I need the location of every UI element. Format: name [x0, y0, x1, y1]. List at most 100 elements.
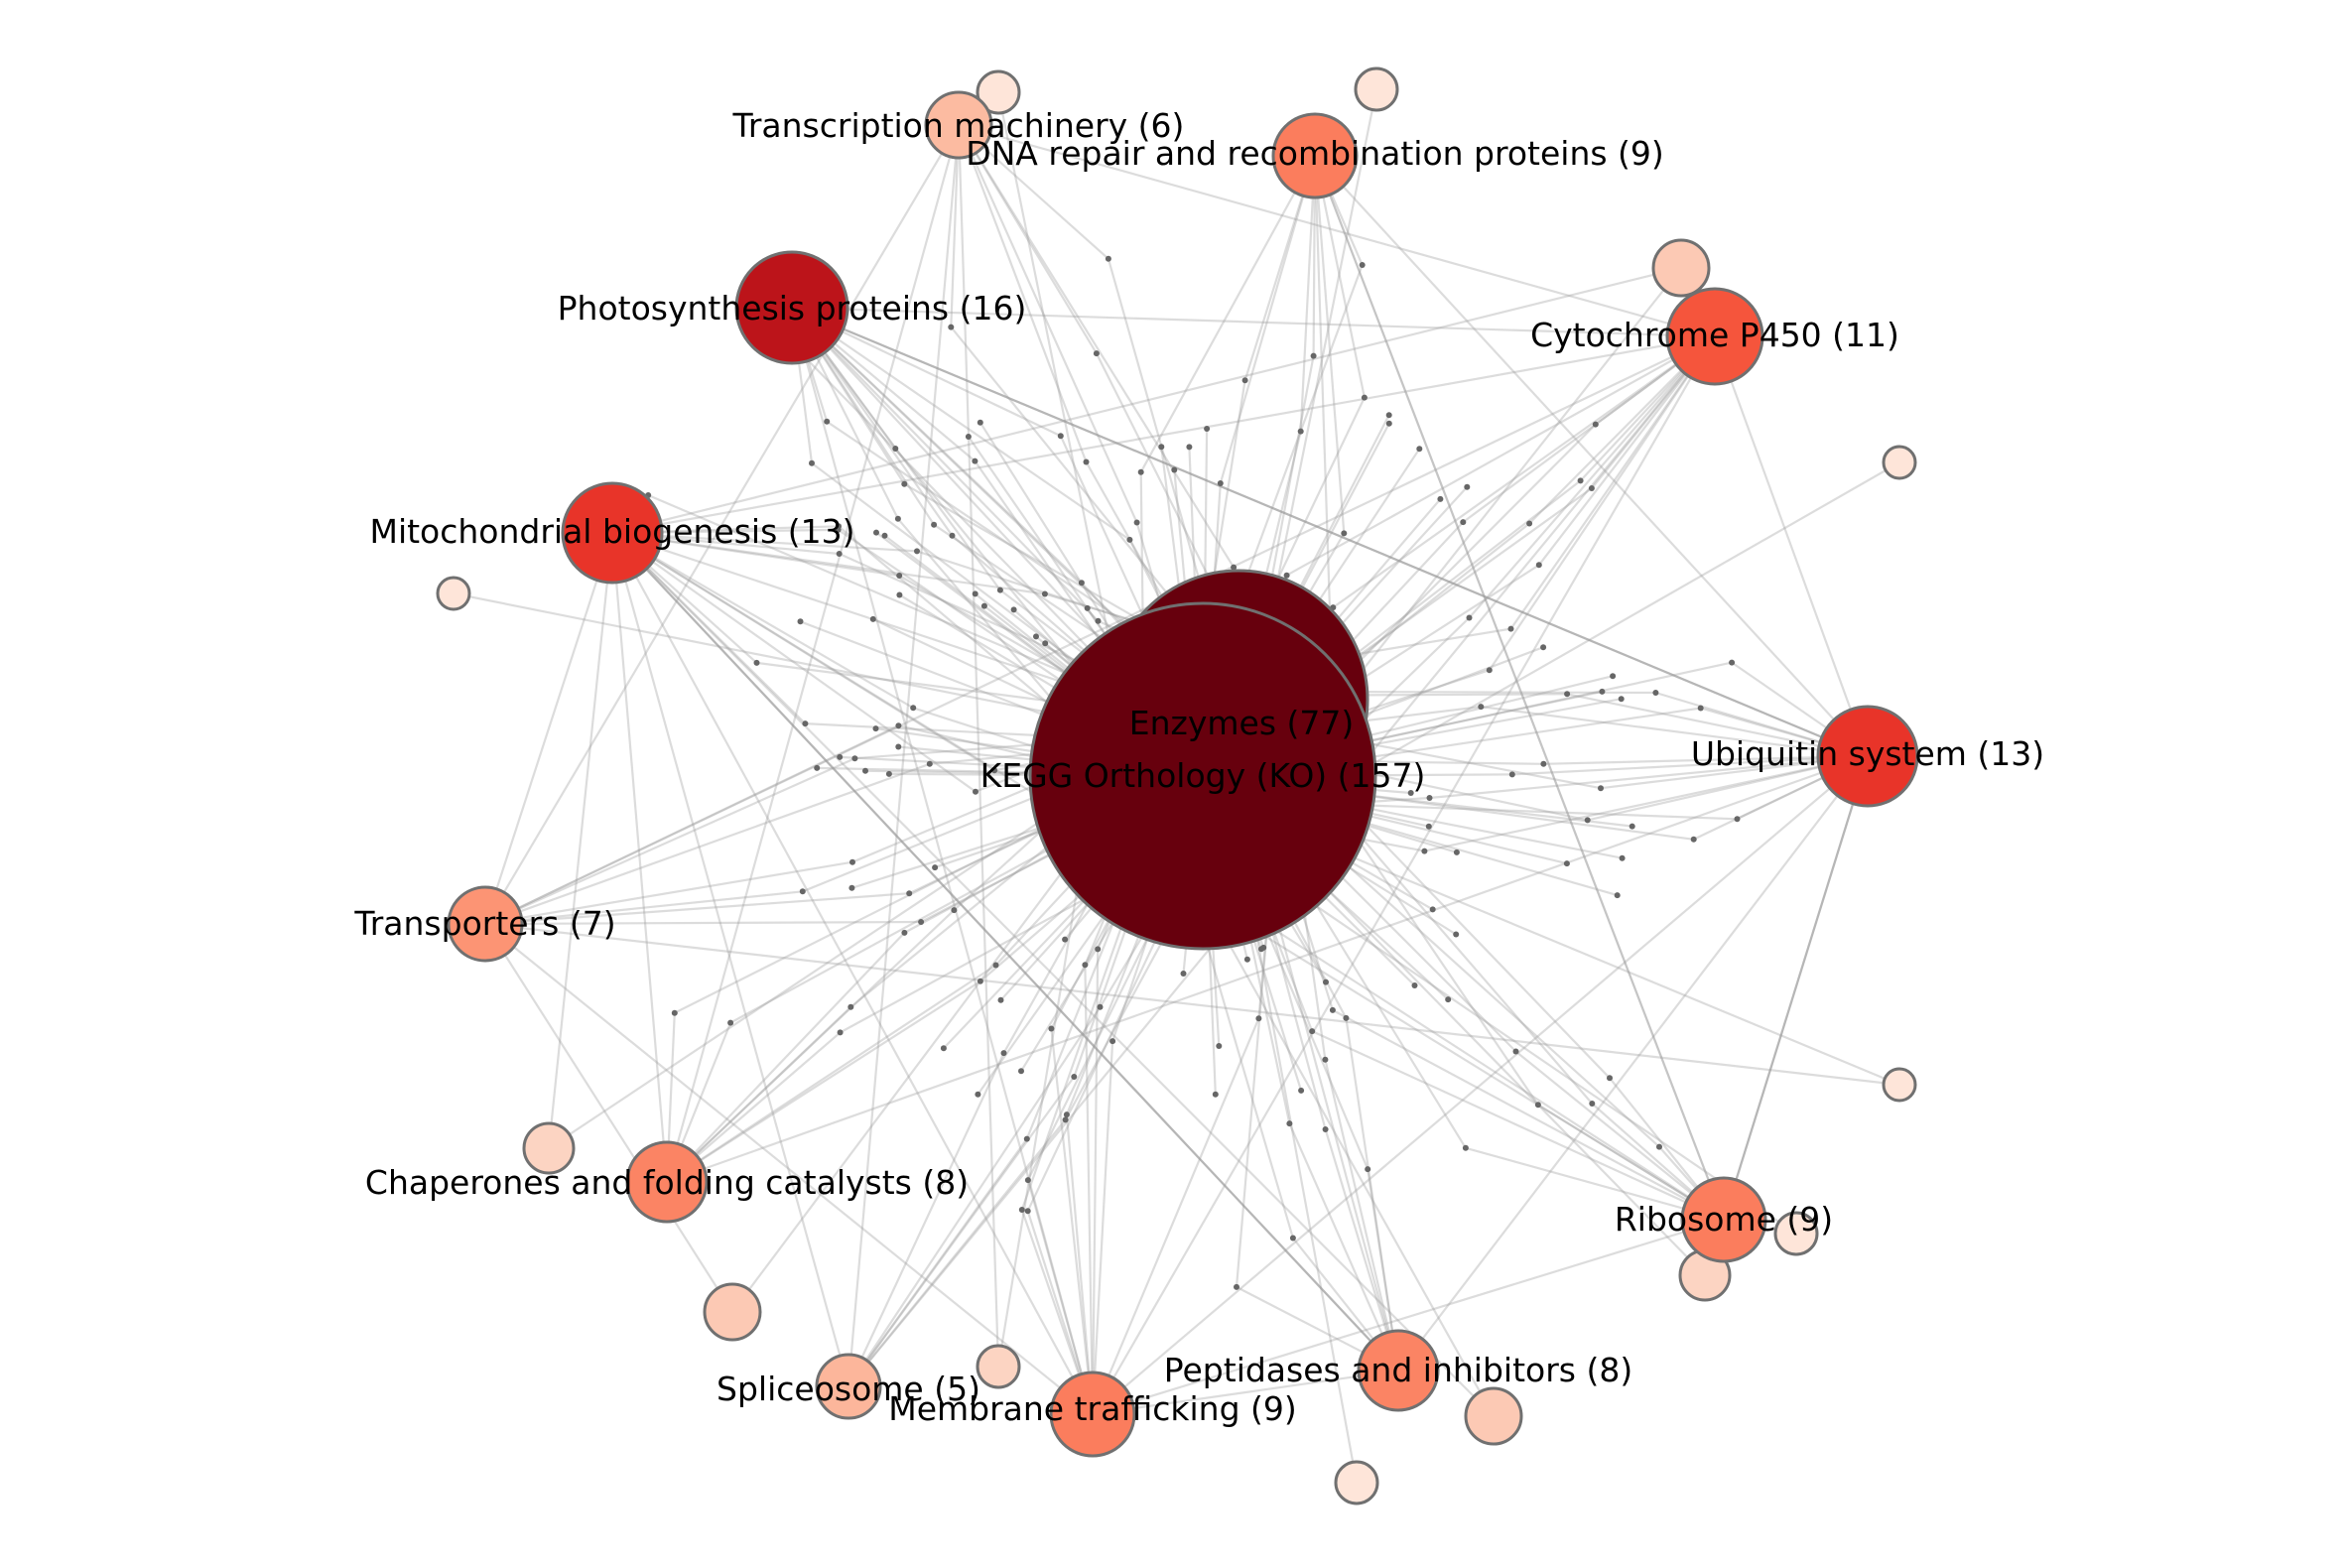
- gene-dot: [836, 523, 842, 530]
- gene-dot: [1018, 1068, 1024, 1075]
- edge: [611, 532, 977, 793]
- edge: [1397, 755, 1869, 1372]
- edge: [484, 923, 1094, 1415]
- edge: [1091, 949, 1100, 1415]
- gene-dot: [1460, 519, 1467, 526]
- gene-dot: [1540, 644, 1547, 651]
- edge: [1429, 754, 1869, 800]
- gene-dot: [1343, 1014, 1350, 1021]
- gene-dot: [1018, 1207, 1025, 1213]
- gene-dot: [1310, 352, 1317, 359]
- gene-dot: [1385, 412, 1392, 419]
- gene-dot: [977, 419, 983, 426]
- gene-dot: [896, 591, 903, 598]
- gene-dot: [1421, 848, 1428, 854]
- gene-dot: [1652, 690, 1659, 696]
- edge: [958, 124, 1236, 569]
- gene-dot: [1426, 795, 1433, 801]
- gene-dot: [895, 743, 902, 750]
- gene-dot: [1734, 816, 1741, 823]
- gene-dot: [885, 770, 892, 777]
- gene-dot: [1361, 394, 1368, 401]
- label-transcription: Transcription machinery (6): [732, 106, 1185, 145]
- gene-dot: [1137, 468, 1144, 475]
- gene-dot: [799, 888, 806, 895]
- gene-dot: [1093, 350, 1100, 357]
- gene-dot: [1234, 1283, 1239, 1290]
- gene-dot: [996, 587, 1003, 593]
- edge: [666, 932, 906, 1183]
- edge: [1462, 335, 1716, 523]
- gene-dot: [848, 1003, 854, 1010]
- gene-dot: [1563, 860, 1570, 867]
- edge: [1324, 1059, 1400, 1372]
- minor-node: [1882, 1067, 1917, 1103]
- gene-dot: [1619, 854, 1626, 861]
- edge: [1314, 155, 1869, 757]
- edge: [1091, 1017, 1260, 1415]
- gene-dot: [894, 515, 901, 522]
- edge: [666, 754, 1869, 1184]
- edge: [791, 307, 1148, 691]
- edge: [791, 306, 1716, 338]
- gene-dot: [848, 884, 855, 891]
- gene-dot: [896, 573, 903, 579]
- gene-dot: [932, 864, 939, 871]
- gene-dot: [836, 551, 843, 557]
- gene-dot: [851, 755, 858, 762]
- gene-dot: [1095, 946, 1102, 953]
- edge: [1332, 1008, 1725, 1221]
- edge: [848, 1006, 1102, 1387]
- gene-dot: [1656, 1143, 1662, 1150]
- gene-dot: [1255, 1015, 1262, 1022]
- gene-dot: [1425, 823, 1432, 830]
- edge: [1722, 755, 1870, 1221]
- edge: [1065, 1114, 1095, 1415]
- gene-dot: [895, 722, 902, 729]
- gene-dot: [1231, 564, 1238, 571]
- edge: [791, 307, 1131, 541]
- edge: [1311, 1030, 1725, 1222]
- gene-dot: [727, 1019, 734, 1026]
- gene-dot: [977, 978, 983, 984]
- gene-dot: [1048, 1025, 1055, 1032]
- edge: [790, 307, 1095, 1415]
- gene-dot: [965, 434, 972, 440]
- edge: [666, 964, 997, 1183]
- gene-dot: [1243, 956, 1250, 963]
- gene-dot: [797, 618, 804, 625]
- gene-dot: [1690, 836, 1697, 843]
- edge: [1092, 1218, 1725, 1416]
- gene-dot: [926, 760, 933, 767]
- gene-dot: [873, 529, 879, 536]
- gene-dot: [1478, 704, 1485, 711]
- edge: [1299, 155, 1317, 432]
- gene-dot: [901, 929, 908, 936]
- gene-dot: [1416, 446, 1423, 453]
- gene-dot: [1095, 617, 1102, 624]
- edge: [1092, 755, 1869, 1415]
- gene-dot: [1589, 1101, 1596, 1107]
- gene-dot: [973, 788, 978, 795]
- minor-node: [1334, 1460, 1379, 1505]
- gene-dot: [972, 457, 978, 464]
- gene-dot: [1512, 1048, 1519, 1055]
- gene-dot: [1429, 906, 1436, 913]
- node-peptidases: [1357, 1329, 1440, 1412]
- label-enzymes: Enzymes (77): [1129, 704, 1355, 742]
- gene-dot: [1171, 466, 1178, 473]
- gene-dot: [1445, 996, 1452, 1003]
- gene-dot: [948, 324, 955, 330]
- gene-dot: [931, 521, 938, 528]
- label-layer: KEGG Orthology (KO) (157) Enzymes (77) T…: [353, 106, 2044, 1428]
- gene-dot: [753, 659, 760, 666]
- minor-node: [976, 1344, 1021, 1389]
- gene-dot: [1577, 477, 1584, 484]
- edge: [1713, 335, 1870, 757]
- edge: [610, 532, 669, 1183]
- gene-dot: [951, 907, 958, 914]
- edge: [1313, 155, 1346, 534]
- gene-dot: [997, 996, 1004, 1003]
- gene-dot: [914, 548, 920, 555]
